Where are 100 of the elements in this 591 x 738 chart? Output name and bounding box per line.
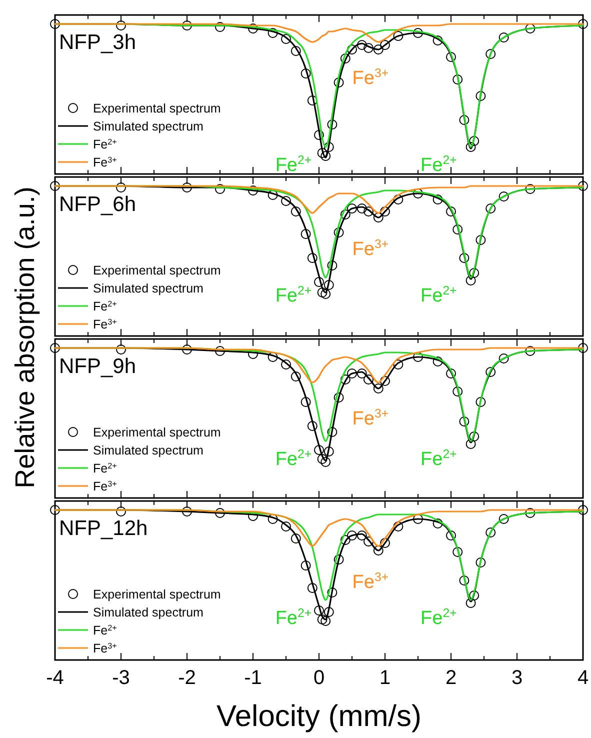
legend-label: Experimental spectrum bbox=[93, 588, 221, 602]
point bbox=[248, 186, 258, 196]
point bbox=[182, 20, 192, 30]
point bbox=[476, 397, 486, 407]
point bbox=[373, 384, 384, 394]
point bbox=[327, 120, 338, 130]
point bbox=[432, 194, 443, 204]
point bbox=[347, 204, 357, 214]
point bbox=[446, 530, 456, 540]
point bbox=[413, 28, 423, 38]
point bbox=[364, 374, 374, 384]
point bbox=[476, 558, 486, 568]
point bbox=[413, 188, 423, 198]
chart-title: NFP_9h bbox=[59, 355, 136, 378]
point bbox=[340, 210, 350, 220]
legend-label: Fe$^{3+}$ bbox=[93, 155, 118, 170]
point bbox=[290, 206, 301, 216]
point bbox=[466, 598, 476, 608]
point bbox=[268, 514, 278, 524]
point bbox=[373, 546, 384, 556]
point bbox=[314, 130, 324, 140]
point bbox=[334, 554, 344, 564]
annotation: Fe$^{3+}$ bbox=[352, 570, 389, 593]
point bbox=[486, 204, 496, 214]
point bbox=[393, 360, 404, 370]
point bbox=[50, 505, 60, 515]
point bbox=[486, 49, 496, 59]
point bbox=[340, 535, 350, 545]
legend-label: Simulated spectrum bbox=[93, 444, 204, 458]
point bbox=[317, 148, 328, 158]
legend-label: Fe$^{2+}$ bbox=[93, 299, 118, 314]
point bbox=[307, 421, 318, 431]
point bbox=[498, 354, 509, 364]
chart-title: NFP_12h bbox=[59, 517, 148, 540]
point bbox=[393, 194, 404, 204]
point bbox=[469, 136, 480, 146]
legend-label: Fe$^{3+}$ bbox=[93, 317, 118, 332]
point bbox=[356, 40, 367, 50]
point bbox=[373, 212, 384, 222]
point bbox=[364, 206, 374, 216]
point bbox=[459, 253, 470, 263]
point bbox=[578, 181, 588, 191]
point bbox=[290, 46, 301, 56]
point bbox=[317, 614, 328, 624]
point bbox=[327, 588, 338, 598]
x-tick-label: 3 bbox=[511, 667, 523, 689]
point bbox=[525, 184, 536, 194]
point bbox=[498, 514, 509, 524]
point bbox=[452, 547, 463, 557]
point bbox=[498, 192, 509, 202]
point bbox=[380, 206, 390, 216]
legend-label: Fe$^{2+}$ bbox=[93, 623, 118, 638]
point bbox=[327, 260, 338, 270]
annotation: Fe$^{2+}$ bbox=[420, 284, 457, 306]
point bbox=[469, 432, 480, 442]
point bbox=[578, 19, 588, 29]
point bbox=[452, 74, 463, 84]
point bbox=[314, 445, 324, 455]
annotation: Fe$^{2+}$ bbox=[420, 447, 457, 470]
annotation: Fe$^{2+}$ bbox=[275, 606, 312, 629]
point bbox=[340, 54, 350, 64]
annotation: Fe$^{3+}$ bbox=[352, 66, 389, 89]
point bbox=[347, 368, 357, 378]
point bbox=[215, 22, 225, 32]
point bbox=[446, 368, 456, 378]
point bbox=[215, 508, 225, 518]
point bbox=[290, 372, 301, 382]
point bbox=[324, 280, 334, 290]
point bbox=[373, 44, 384, 54]
point bbox=[320, 289, 331, 299]
point bbox=[182, 506, 192, 516]
point bbox=[320, 616, 331, 626]
point bbox=[476, 91, 486, 101]
point bbox=[317, 288, 328, 298]
point bbox=[116, 344, 126, 354]
point bbox=[525, 346, 536, 356]
point bbox=[452, 224, 463, 234]
point bbox=[364, 43, 374, 53]
point bbox=[215, 184, 225, 194]
x-tick-label: -3 bbox=[112, 667, 130, 689]
legend-label: Simulated spectrum bbox=[93, 282, 204, 296]
point bbox=[320, 457, 331, 467]
point bbox=[182, 182, 192, 192]
x-tick-label: 4 bbox=[577, 667, 589, 689]
x-tick-label: -2 bbox=[178, 667, 196, 689]
legend-label: Fe$^{2+}$ bbox=[93, 137, 118, 152]
point bbox=[324, 607, 334, 617]
point bbox=[300, 68, 311, 78]
point bbox=[486, 367, 496, 377]
point bbox=[300, 397, 311, 407]
point bbox=[50, 181, 60, 191]
point bbox=[380, 376, 390, 386]
legend-label: Experimental spectrum bbox=[93, 102, 221, 116]
point bbox=[268, 190, 278, 200]
point bbox=[393, 522, 404, 532]
point bbox=[281, 34, 291, 44]
point bbox=[268, 28, 278, 38]
point bbox=[50, 343, 60, 353]
point bbox=[317, 454, 328, 464]
point bbox=[466, 439, 476, 449]
